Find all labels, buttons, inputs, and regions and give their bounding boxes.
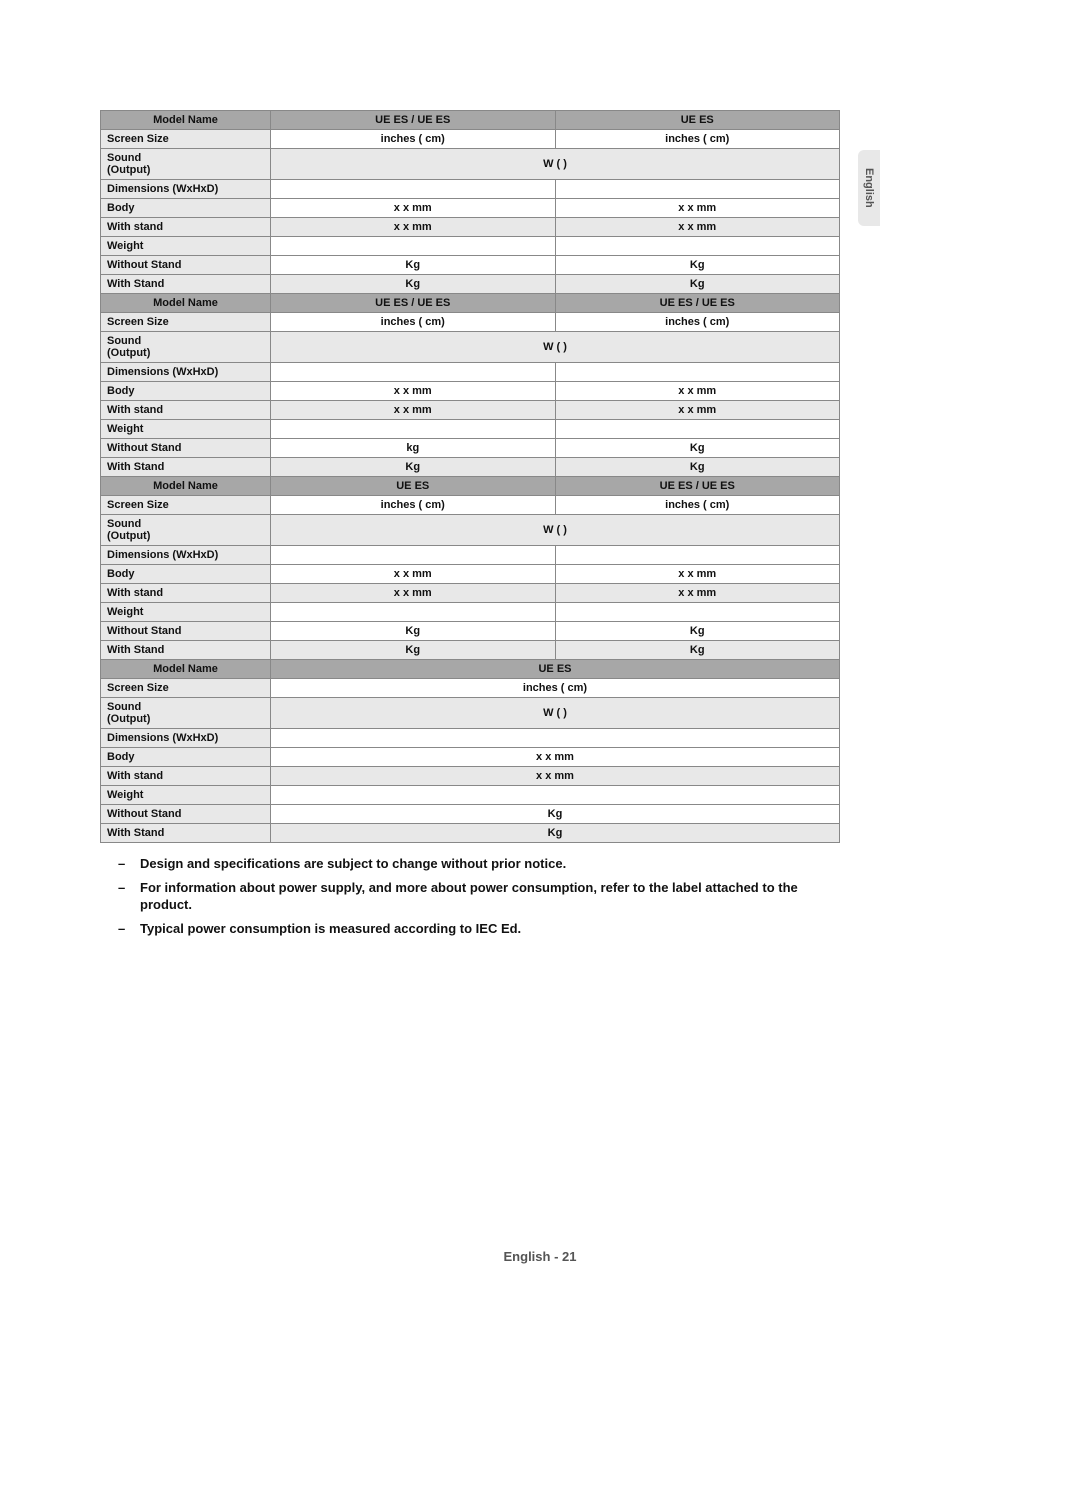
row-model-name-4: Model Name — [101, 660, 271, 679]
screen-0-0: inches ( cm) — [271, 130, 556, 149]
row-without-stand: Without Stand — [101, 256, 271, 275]
model-0-1: UE ES — [555, 111, 840, 130]
row-screen-size: Screen Size — [101, 130, 271, 149]
page-footer: English - 21 — [0, 1249, 1080, 1264]
row-model-name-2: Model Name — [101, 294, 271, 313]
row-with-stand: With Stand — [101, 275, 271, 294]
ws-0-1: Kg — [555, 275, 840, 294]
language-tab: English — [858, 150, 880, 226]
row-withstand-dim: With stand — [101, 218, 271, 237]
note-item: Typical power consumption is measured ac… — [140, 920, 840, 938]
page-content: Model Name UE ES / UE ES UE ES Screen Si… — [100, 110, 840, 943]
row-sound: Sound(Output) — [101, 149, 271, 180]
ws-0-0: Kg — [271, 275, 556, 294]
model-1-1: UE ES / UE ES — [555, 294, 840, 313]
model-1-0: UE ES / UE ES — [271, 294, 556, 313]
wns-0-0: Kg — [271, 256, 556, 275]
body-0-0: x x mm — [271, 199, 556, 218]
note-item: For information about power supply, and … — [140, 879, 840, 914]
row-dimensions: Dimensions (WxHxD) — [101, 180, 271, 199]
stand-0-1: x x mm — [555, 218, 840, 237]
row-weight: Weight — [101, 237, 271, 256]
wns-0-1: Kg — [555, 256, 840, 275]
row-model-name-3: Model Name — [101, 477, 271, 496]
row-model-name: Model Name — [101, 111, 271, 130]
row-body: Body — [101, 199, 271, 218]
language-tab-label: English — [863, 168, 875, 208]
sound-0: W ( ) — [271, 149, 840, 180]
specifications-table: Model Name UE ES / UE ES UE ES Screen Si… — [100, 110, 840, 843]
body-0-1: x x mm — [555, 199, 840, 218]
notes-list: Design and specifications are subject to… — [100, 855, 840, 937]
model-0-0: UE ES / UE ES — [271, 111, 556, 130]
stand-0-0: x x mm — [271, 218, 556, 237]
note-item: Design and specifications are subject to… — [140, 855, 840, 873]
screen-0-1: inches ( cm) — [555, 130, 840, 149]
